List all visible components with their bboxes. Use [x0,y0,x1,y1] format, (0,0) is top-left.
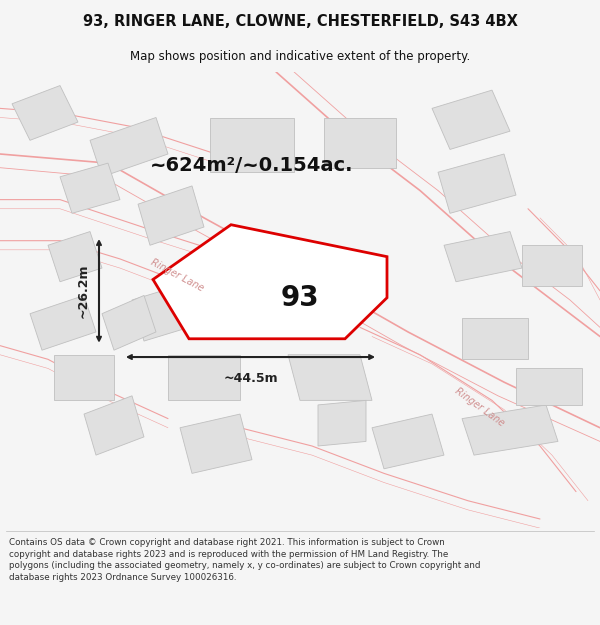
Polygon shape [48,231,102,282]
Polygon shape [462,318,528,359]
Polygon shape [153,225,387,339]
Polygon shape [180,414,252,473]
Text: ~624m²/~0.154ac.: ~624m²/~0.154ac. [150,156,354,175]
Polygon shape [90,118,168,177]
Polygon shape [264,268,342,318]
Text: Ringer Lane: Ringer Lane [149,257,205,293]
Polygon shape [102,296,156,350]
Polygon shape [210,250,276,309]
Text: ~44.5m: ~44.5m [223,372,278,384]
Polygon shape [438,154,516,213]
Text: Contains OS data © Crown copyright and database right 2021. This information is : Contains OS data © Crown copyright and d… [9,538,481,582]
Polygon shape [54,355,114,401]
Text: 93: 93 [281,284,319,312]
Polygon shape [324,118,396,168]
Polygon shape [210,118,294,172]
Polygon shape [522,245,582,286]
Text: Ringer Lane: Ringer Lane [454,386,506,429]
Polygon shape [132,282,204,341]
Polygon shape [12,86,78,140]
Text: ~26.2m: ~26.2m [77,264,90,318]
Polygon shape [138,186,204,245]
Polygon shape [372,414,444,469]
Polygon shape [30,296,96,350]
Polygon shape [516,368,582,405]
Polygon shape [432,90,510,149]
Polygon shape [84,396,144,455]
Polygon shape [288,355,372,401]
Text: Map shows position and indicative extent of the property.: Map shows position and indicative extent… [130,49,470,62]
Polygon shape [168,355,240,401]
Polygon shape [318,401,366,446]
Polygon shape [444,231,522,282]
Polygon shape [462,405,558,455]
Text: 93, RINGER LANE, CLOWNE, CHESTERFIELD, S43 4BX: 93, RINGER LANE, CLOWNE, CHESTERFIELD, S… [83,14,517,29]
Polygon shape [60,163,120,213]
